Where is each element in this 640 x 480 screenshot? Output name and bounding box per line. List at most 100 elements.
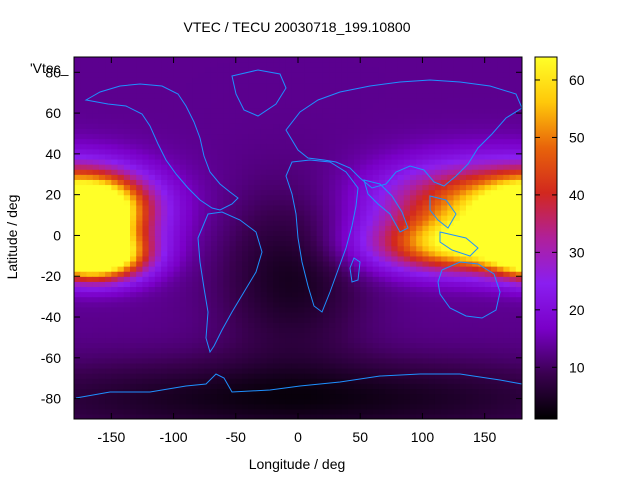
heatmap-cell	[403, 245, 411, 252]
heatmap-cell	[335, 230, 343, 237]
heatmap-cell	[466, 67, 473, 73]
heatmap-cell	[385, 337, 392, 344]
heatmap-cell	[130, 92, 137, 99]
heatmap-cell	[248, 393, 256, 400]
heatmap-cell	[354, 158, 361, 165]
heatmap-cell	[74, 87, 81, 94]
heatmap-cell	[497, 174, 504, 180]
heatmap-cell	[111, 362, 119, 369]
heatmap-cell	[422, 199, 430, 206]
heatmap-cell	[136, 398, 144, 405]
heatmap-cell	[273, 388, 280, 395]
heatmap-cell	[385, 403, 392, 410]
heatmap-cell	[410, 306, 417, 313]
heatmap-cell	[434, 184, 442, 191]
heatmap-cell	[298, 403, 305, 410]
heatmap-cell	[148, 189, 156, 196]
heatmap-cell	[434, 408, 442, 415]
heatmap-cell	[490, 87, 498, 94]
heatmap-cell	[80, 143, 88, 150]
heatmap-cell	[192, 169, 200, 175]
heatmap-cell	[403, 260, 411, 267]
heatmap-cell	[316, 393, 324, 400]
heatmap-cell	[167, 143, 175, 150]
heatmap-cell	[242, 352, 249, 359]
heatmap-cell	[503, 143, 511, 150]
heatmap-cell	[235, 342, 243, 349]
heatmap-cell	[254, 368, 262, 374]
heatmap-cell	[86, 220, 94, 226]
heatmap-cell	[86, 281, 94, 288]
heatmap-cell	[453, 113, 461, 119]
heatmap-cell	[291, 362, 299, 369]
heatmap-cell	[503, 72, 511, 78]
heatmap-cell	[198, 67, 206, 73]
heatmap-cell	[167, 215, 175, 221]
heatmap-cell	[484, 215, 492, 221]
heatmap-cell	[490, 107, 498, 114]
heatmap-cell	[403, 57, 411, 63]
heatmap-cell	[466, 337, 473, 344]
heatmap-cell	[161, 194, 168, 201]
heatmap-cell	[242, 373, 249, 379]
heatmap-cell	[154, 240, 162, 247]
heatmap-cell	[441, 373, 448, 379]
heatmap-cell	[74, 291, 81, 298]
heatmap-cell	[360, 408, 368, 415]
heatmap-cell	[459, 133, 467, 140]
heatmap-cell	[316, 164, 324, 170]
heatmap-cell	[391, 113, 399, 119]
heatmap-cell	[459, 194, 467, 201]
heatmap-cell	[136, 235, 144, 242]
heatmap-cell	[441, 317, 448, 323]
heatmap-cell	[161, 82, 168, 89]
heatmap-cell	[266, 413, 274, 419]
heatmap-cell	[154, 286, 162, 293]
heatmap-cell	[466, 209, 473, 216]
heatmap-cell	[310, 118, 318, 124]
heatmap-cell	[92, 408, 100, 415]
heatmap-cell	[329, 92, 336, 99]
heatmap-cell	[266, 225, 274, 231]
heatmap-cell	[148, 398, 156, 405]
heatmap-cell	[273, 97, 280, 104]
heatmap-cell	[223, 317, 231, 323]
heatmap-cell	[428, 225, 436, 231]
heatmap-cell	[74, 204, 81, 211]
heatmap-cell	[123, 97, 131, 104]
heatmap-cell	[136, 225, 144, 231]
heatmap-cell	[74, 347, 81, 354]
heatmap-cell	[229, 97, 237, 104]
heatmap-cell	[434, 123, 442, 129]
heatmap-cell	[279, 235, 287, 242]
heatmap-cell	[204, 194, 212, 201]
heatmap-cell	[441, 276, 448, 282]
heatmap-cell	[329, 225, 336, 231]
heatmap-cell	[161, 347, 168, 354]
heatmap-cell	[497, 296, 504, 303]
heatmap-cell	[167, 291, 175, 298]
heatmap-cell	[335, 368, 343, 374]
heatmap-cell	[198, 184, 206, 191]
heatmap-cell	[403, 123, 411, 129]
heatmap-cell	[304, 306, 312, 313]
heatmap-cell	[316, 408, 324, 415]
heatmap-cell	[360, 383, 368, 390]
heatmap-cell	[410, 92, 417, 99]
heatmap-cell	[148, 383, 156, 390]
heatmap-cell	[154, 301, 162, 308]
heatmap-cell	[235, 235, 243, 242]
heatmap-cell	[441, 164, 448, 170]
heatmap-cell	[291, 215, 299, 221]
heatmap-cell	[397, 113, 405, 119]
heatmap-cell	[366, 215, 374, 221]
heatmap-cell	[291, 57, 299, 63]
heatmap-cell	[484, 107, 492, 114]
heatmap-cell	[204, 260, 212, 267]
heatmap-cell	[192, 322, 200, 328]
heatmap-cell	[167, 113, 175, 119]
heatmap-cell	[422, 255, 430, 262]
heatmap-cell	[98, 311, 106, 318]
heatmap-cell	[254, 327, 262, 333]
heatmap-cell	[490, 352, 498, 359]
